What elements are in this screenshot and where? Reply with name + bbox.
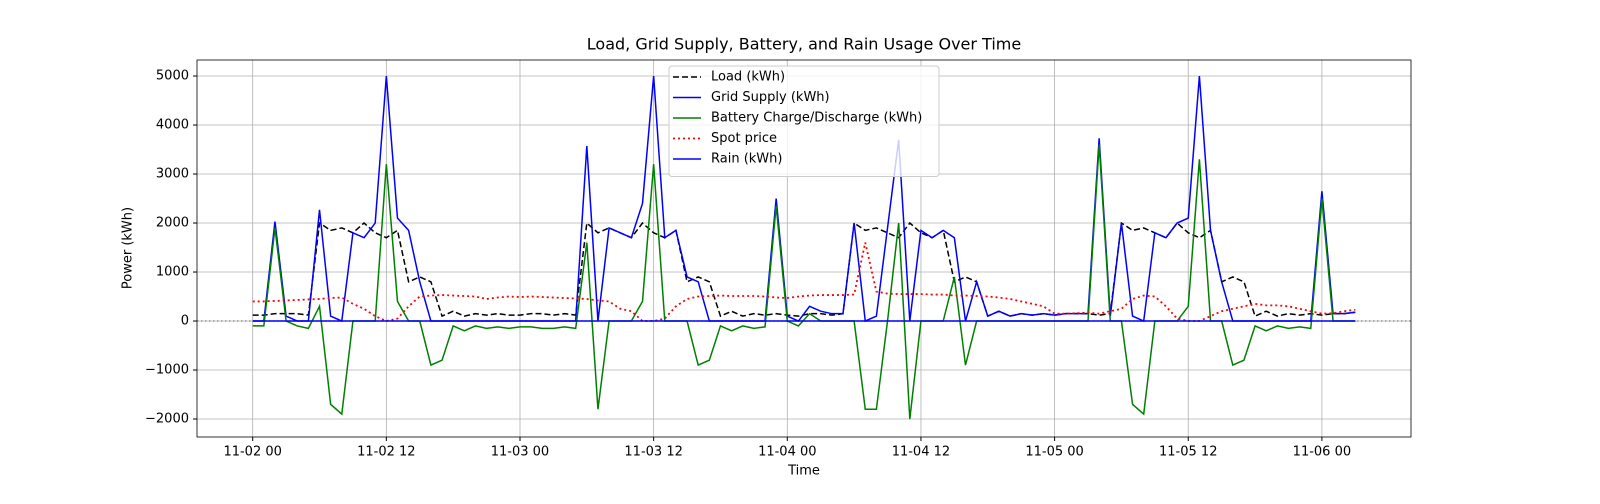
- x-tick-label: 11-05 12: [1159, 445, 1217, 460]
- legend-label: Rain (kWh): [711, 152, 782, 167]
- x-tick-label: 11-02 00: [223, 445, 281, 460]
- legend-box: [668, 65, 940, 177]
- x-tick-label: 11-06 00: [1293, 445, 1351, 460]
- legend-label: Spot price: [711, 131, 777, 146]
- y-tick-label: −2000: [145, 412, 189, 427]
- legend: Load (kWh) Grid Supply (kWh) Battery Charg…: [668, 65, 940, 177]
- y-tick-label: 2000: [156, 216, 189, 231]
- x-axis-label: Time: [787, 464, 820, 479]
- x-tick-label: 11-04 12: [892, 445, 950, 460]
- y-tick-label: 0: [181, 314, 189, 329]
- x-tick-label: 11-02 12: [357, 445, 415, 460]
- legend-label: Load (kWh): [711, 70, 785, 85]
- y-axis-label: Power (kWh): [121, 207, 136, 289]
- y-tick-label: 5000: [156, 69, 189, 84]
- x-tick-label: 11-03 12: [624, 445, 682, 460]
- y-tick-label: 1000: [156, 265, 189, 280]
- legend-label: Grid Supply (kWh): [711, 90, 830, 105]
- plot-frame: [196, 59, 1412, 438]
- chart-title: Load, Grid Supply, Battery, and Rain Usa…: [587, 35, 1021, 54]
- y-tick-label: 4000: [156, 118, 189, 133]
- x-tick-label: 11-03 00: [491, 445, 549, 460]
- x-tick-label: 11-05 00: [1025, 445, 1083, 460]
- y-tick-label: 3000: [156, 167, 189, 182]
- series-line: [252, 242, 1356, 322]
- legend-label: Battery Charge/Discharge (kWh): [711, 111, 922, 126]
- y-tick-label: −1000: [145, 363, 189, 378]
- x-tick-label: 11-04 00: [758, 445, 816, 460]
